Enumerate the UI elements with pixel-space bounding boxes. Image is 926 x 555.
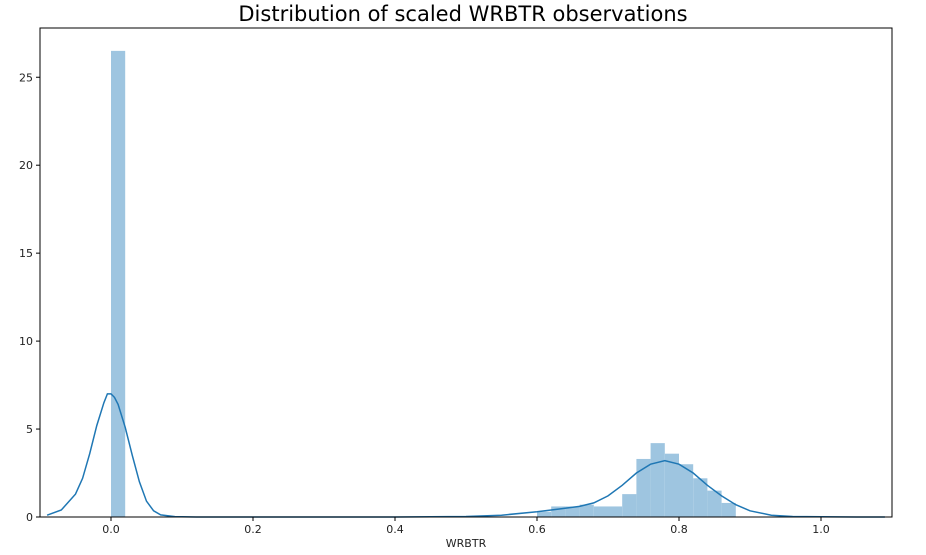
kde-line bbox=[46, 393, 885, 518]
histogram-bar bbox=[593, 506, 608, 517]
x-tick-label: 1.0 bbox=[812, 523, 830, 536]
chart-title: Distribution of scaled WRBTR observation… bbox=[238, 2, 688, 26]
histogram-bar bbox=[579, 504, 594, 517]
histogram-bar bbox=[664, 453, 679, 517]
x-tick-label: 0.2 bbox=[244, 523, 262, 536]
histogram-bar bbox=[707, 490, 722, 517]
y-tick-label: 25 bbox=[19, 71, 33, 84]
y-tick-label: 0 bbox=[26, 511, 33, 524]
y-tick-label: 10 bbox=[19, 335, 33, 348]
x-tick-label: 0.8 bbox=[670, 523, 688, 536]
y-tick-label: 5 bbox=[26, 423, 33, 436]
histogram-bar bbox=[537, 511, 552, 517]
plot-layer bbox=[46, 50, 885, 518]
y-tick-label: 15 bbox=[19, 247, 33, 260]
histogram-bar bbox=[111, 50, 126, 517]
x-tick-label: 0.0 bbox=[102, 523, 120, 536]
histogram-bar bbox=[565, 506, 580, 517]
plot-frame bbox=[39, 27, 893, 518]
x-tick-label: 0.4 bbox=[386, 523, 404, 536]
histogram-bar bbox=[650, 443, 665, 517]
histogram-bar bbox=[679, 464, 694, 517]
x-tick-label: 0.6 bbox=[528, 523, 546, 536]
histogram-bar bbox=[693, 478, 708, 517]
histogram-bar bbox=[551, 506, 566, 517]
histogram-bar bbox=[721, 502, 736, 517]
axis-layer: 0.0 0.2 0.4 0.6 0.8 1.0 0 5 10 15 20 25 bbox=[19, 71, 830, 536]
histogram-bar bbox=[636, 458, 651, 517]
histogram-bar bbox=[622, 494, 637, 517]
histogram-bar bbox=[608, 506, 623, 517]
x-axis-label: WRBTR bbox=[446, 537, 487, 550]
y-tick-label: 20 bbox=[19, 159, 33, 172]
